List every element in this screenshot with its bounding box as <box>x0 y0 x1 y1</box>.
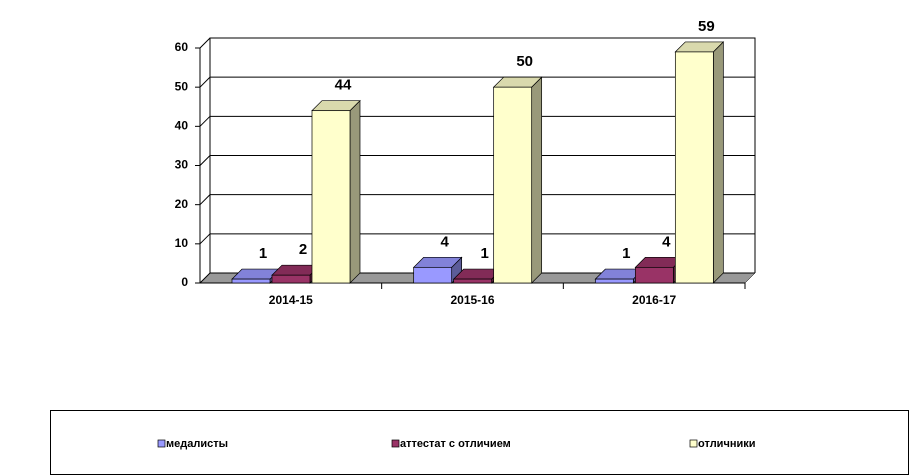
grid-line <box>199 194 755 206</box>
y-tick-label: 20 <box>175 197 189 211</box>
y-tick-label: 60 <box>175 40 189 54</box>
y-tick-label: 30 <box>175 158 189 172</box>
data-label: 4 <box>440 233 449 250</box>
y-tick-label: 10 <box>175 236 189 250</box>
x-tick-label: 2014-15 <box>269 293 313 307</box>
bar <box>311 110 351 284</box>
bar <box>271 274 311 284</box>
data-label: 1 <box>480 245 488 262</box>
bar-side <box>531 76 543 284</box>
data-label: 1 <box>259 245 267 262</box>
bar-side <box>712 41 724 284</box>
x-tick-label: 2015-16 <box>450 293 494 307</box>
legend-label: аттестат с отличием <box>400 438 511 450</box>
grid-line <box>199 37 755 49</box>
data-label: 44 <box>335 77 352 94</box>
bar <box>231 278 271 284</box>
y-tick-label: 0 <box>181 275 188 289</box>
data-label: 1 <box>622 245 630 262</box>
bar <box>453 278 493 284</box>
bar <box>674 51 714 284</box>
legend-label: медалисты <box>166 438 228 450</box>
legend-swatch <box>391 439 400 448</box>
x-tick-label: 2016-17 <box>632 293 676 307</box>
bar <box>594 278 634 284</box>
grid-line <box>199 155 755 166</box>
y-tick-label: 50 <box>175 79 189 93</box>
grid-line <box>199 272 755 284</box>
bar <box>413 266 453 284</box>
legend-label: отличники <box>698 438 756 450</box>
data-label: 59 <box>698 18 715 35</box>
legend-swatch <box>157 439 166 448</box>
data-label: 2 <box>299 241 307 258</box>
bar <box>493 86 533 284</box>
y-tick-label: 40 <box>175 119 189 133</box>
bar-side <box>349 99 361 284</box>
bar <box>634 266 674 284</box>
data-label: 4 <box>662 233 671 250</box>
grid-line <box>199 233 755 245</box>
legend-swatch <box>689 439 698 448</box>
grid-line <box>199 76 755 88</box>
grid-line <box>199 115 755 127</box>
data-label: 50 <box>516 53 533 70</box>
